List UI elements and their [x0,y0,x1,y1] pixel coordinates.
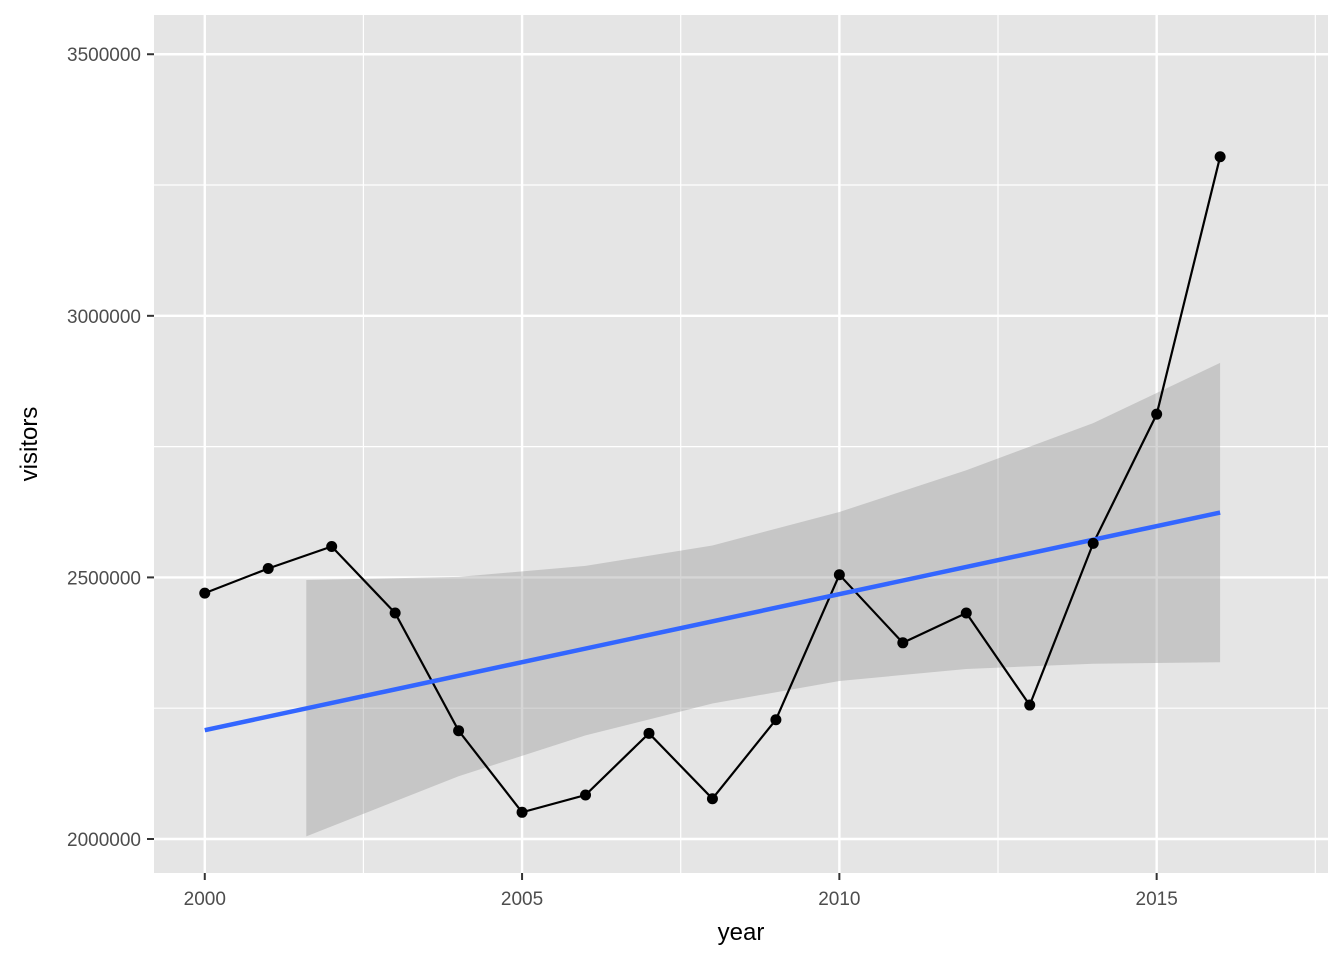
data-point [706,793,718,805]
y-tick-label: 3000000 [67,307,141,328]
x-axis: 2000 2005 2010 2015 [184,873,1178,910]
data-point [1024,699,1036,711]
data-point [326,541,338,553]
data-point [833,569,845,581]
y-tick-label: 2500000 [67,568,141,589]
confidence-band-area [306,362,1221,837]
minor-gridlines [154,15,1328,873]
data-point [770,714,782,726]
x-tick-label: 2005 [501,889,543,910]
x-tick-label: 2000 [184,889,226,910]
data-point [262,563,274,575]
x-tick-label: 2010 [818,889,860,910]
data-point [643,727,655,739]
confidence-band [306,362,1221,837]
data-point [960,607,972,619]
linear-fit-line [204,510,1221,733]
major-gridlines [154,15,1328,873]
data-points [199,151,1226,818]
y-axis-title: visitors [16,407,43,482]
x-tick-label: 2015 [1136,889,1178,910]
data-point [516,806,528,818]
data-point [453,725,465,737]
trend-line [204,510,1221,733]
x-axis-title: year [718,919,765,946]
y-tick-label: 3500000 [67,45,141,66]
data-point [1214,151,1226,163]
y-axis: 2000000 2500000 3000000 3500000 [67,45,154,851]
data-point [1087,537,1099,549]
data-point [897,637,909,649]
data-point [389,607,401,619]
plot-panel [154,15,1328,873]
data-point [1151,408,1163,420]
y-tick-label: 2000000 [67,830,141,851]
data-point [199,587,211,599]
data-point [580,789,592,801]
